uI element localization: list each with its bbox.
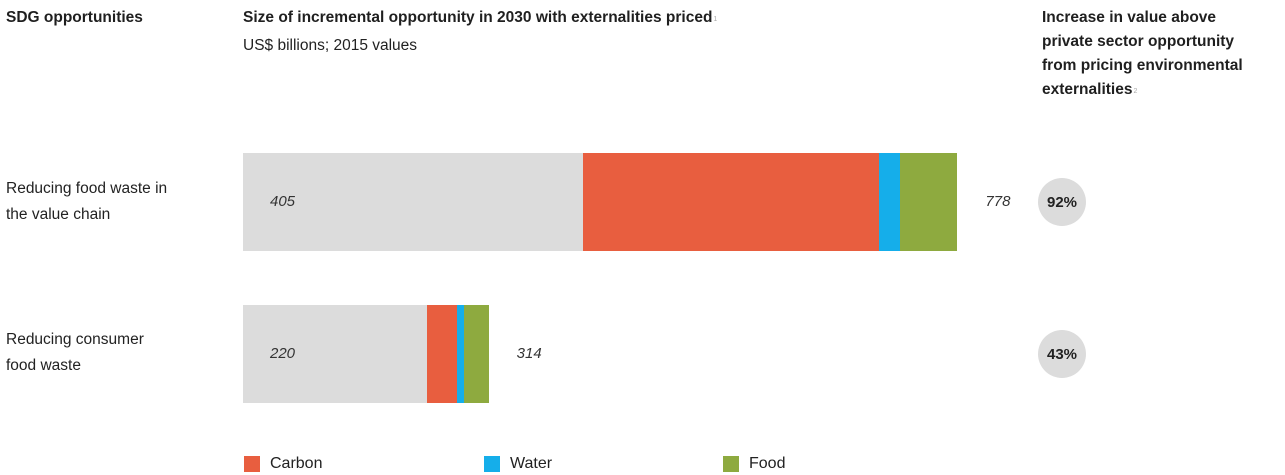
bar-base-value-label: 220 bbox=[270, 345, 296, 362]
bar-segment-carbon-value-chain bbox=[582, 153, 880, 251]
bar-segment-food-consumer bbox=[464, 305, 489, 403]
legend-item-carbon: Carbon bbox=[244, 455, 322, 473]
category-label-line: food waste bbox=[6, 357, 81, 374]
legend-label-carbon: Carbon bbox=[270, 455, 323, 472]
bar-base-value-chain bbox=[243, 153, 583, 251]
legend-label-water: Water bbox=[510, 455, 553, 472]
increase-percentage-badge: 92% bbox=[1038, 178, 1086, 226]
value-increase-line-3: from pricing environmental bbox=[1042, 57, 1243, 74]
value-increase-line-2: private sector opportunity bbox=[1042, 33, 1235, 50]
legend-label-food: Food bbox=[749, 455, 786, 472]
increase-percentage-badge: 43% bbox=[1038, 330, 1086, 378]
bar-segment-food-value-chain bbox=[899, 153, 958, 251]
bar-total-label: 778 bbox=[985, 193, 1011, 210]
legend-item-water: Water bbox=[484, 455, 552, 473]
bar-segment-water-value-chain bbox=[879, 153, 900, 251]
bar-base-value-label: 405 bbox=[270, 193, 296, 210]
value-increase-header: Increase in value above private sector o… bbox=[1042, 6, 1285, 102]
category-label-line: Reducing consumer bbox=[6, 331, 144, 348]
value-increase-line-4: externalities2 bbox=[1042, 78, 1285, 102]
category-label-line: Reducing food waste in bbox=[6, 180, 168, 197]
value-increase-line-4-text: externalities bbox=[1042, 81, 1133, 98]
category-label-consumer: Reducing consumer food waste bbox=[6, 327, 226, 379]
bar-total-label: 314 bbox=[516, 345, 542, 362]
opportunity-size-header: Size of incremental opportunity in 2030 … bbox=[243, 6, 717, 30]
bar-base-consumer bbox=[243, 305, 428, 403]
opportunity-size-title: Size of incremental opportunity in 2030 … bbox=[243, 9, 713, 26]
footnote-2: 2 bbox=[1133, 88, 1138, 95]
bar-segment-carbon-consumer bbox=[427, 305, 457, 403]
category-label-value-chain: Reducing food waste in the value chain bbox=[6, 176, 226, 228]
legend-item-food: Food bbox=[723, 455, 785, 473]
legend-swatch-food bbox=[723, 456, 739, 472]
bar-segment-water-consumer bbox=[456, 305, 465, 403]
units-subtitle: US$ billions; 2015 values bbox=[243, 37, 418, 54]
value-increase-line-1: Increase in value above bbox=[1042, 9, 1217, 26]
legend-swatch-water bbox=[484, 456, 500, 472]
category-label-line: the value chain bbox=[6, 206, 111, 223]
legend-swatch-carbon bbox=[244, 456, 260, 472]
sdg-opportunities-header: SDG opportunities bbox=[6, 9, 143, 26]
footnote-1: 1 bbox=[713, 16, 718, 23]
